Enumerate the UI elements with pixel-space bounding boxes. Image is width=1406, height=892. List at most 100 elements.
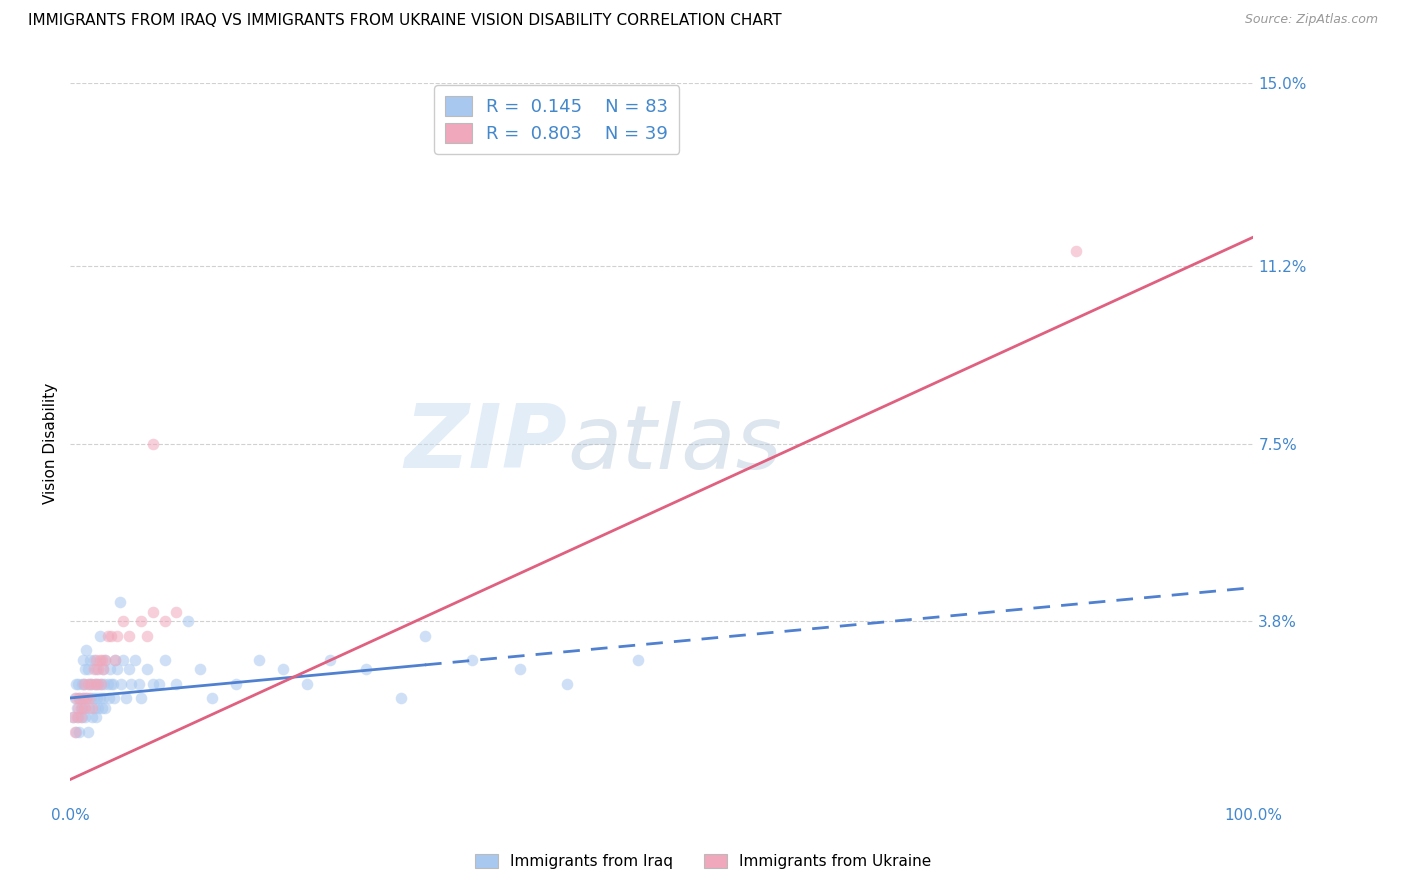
Point xyxy=(63,724,86,739)
Point xyxy=(73,700,96,714)
Point xyxy=(124,652,146,666)
Point xyxy=(86,676,108,690)
Point xyxy=(108,595,131,609)
Point xyxy=(72,691,94,706)
Point xyxy=(114,691,136,706)
Legend: Immigrants from Iraq, Immigrants from Ukraine: Immigrants from Iraq, Immigrants from Uk… xyxy=(468,848,938,875)
Point xyxy=(69,710,91,724)
Point xyxy=(91,691,114,706)
Point xyxy=(75,710,97,724)
Point xyxy=(100,676,122,690)
Point xyxy=(84,662,107,676)
Point xyxy=(77,700,100,714)
Point xyxy=(67,691,90,706)
Point xyxy=(247,652,270,666)
Point xyxy=(90,676,112,690)
Point xyxy=(94,700,117,714)
Point xyxy=(66,710,89,724)
Point xyxy=(89,691,111,706)
Point xyxy=(90,700,112,714)
Point xyxy=(225,676,247,690)
Point xyxy=(62,710,84,724)
Point xyxy=(65,676,87,690)
Point xyxy=(104,652,127,666)
Point xyxy=(67,691,90,706)
Point xyxy=(72,652,94,666)
Point xyxy=(165,605,187,619)
Point xyxy=(90,676,112,690)
Point xyxy=(84,652,107,666)
Point xyxy=(76,662,98,676)
Point xyxy=(98,691,121,706)
Point xyxy=(118,629,141,643)
Point xyxy=(83,700,105,714)
Point xyxy=(83,676,105,690)
Point xyxy=(70,700,93,714)
Point xyxy=(67,710,90,724)
Point xyxy=(86,691,108,706)
Point xyxy=(121,676,143,690)
Point xyxy=(80,691,103,706)
Point xyxy=(1064,244,1087,259)
Point xyxy=(142,676,165,690)
Point xyxy=(83,676,105,690)
Point xyxy=(105,629,128,643)
Point xyxy=(271,662,294,676)
Point xyxy=(82,710,104,724)
Point xyxy=(555,676,578,690)
Point xyxy=(319,652,342,666)
Point xyxy=(94,652,117,666)
Point xyxy=(89,652,111,666)
Point xyxy=(135,662,157,676)
Point xyxy=(90,652,112,666)
Point xyxy=(295,676,318,690)
Point xyxy=(87,700,110,714)
Point xyxy=(135,629,157,643)
Point xyxy=(142,436,165,450)
Point xyxy=(79,652,101,666)
Point xyxy=(91,662,114,676)
Point xyxy=(101,676,124,690)
Text: atlas: atlas xyxy=(567,401,782,486)
Point xyxy=(97,676,120,690)
Point xyxy=(76,643,98,657)
Point xyxy=(65,691,87,706)
Point xyxy=(70,676,93,690)
Y-axis label: Vision Disability: Vision Disability xyxy=(44,383,58,504)
Point xyxy=(89,629,111,643)
Point xyxy=(177,614,200,628)
Point xyxy=(97,629,120,643)
Point xyxy=(83,652,105,666)
Point xyxy=(142,605,165,619)
Point xyxy=(461,652,484,666)
Point xyxy=(110,676,132,690)
Point xyxy=(76,691,98,706)
Point xyxy=(148,676,170,690)
Point xyxy=(98,662,121,676)
Point xyxy=(104,652,127,666)
Point xyxy=(129,691,152,706)
Point xyxy=(94,652,117,666)
Point xyxy=(80,676,103,690)
Point xyxy=(153,652,176,666)
Point xyxy=(413,629,436,643)
Point xyxy=(73,676,96,690)
Point xyxy=(67,724,90,739)
Point xyxy=(83,662,105,676)
Point xyxy=(84,710,107,724)
Text: IMMIGRANTS FROM IRAQ VS IMMIGRANTS FROM UKRAINE VISION DISABILITY CORRELATION CH: IMMIGRANTS FROM IRAQ VS IMMIGRANTS FROM … xyxy=(28,13,782,29)
Point xyxy=(67,700,90,714)
Point xyxy=(93,676,115,690)
Legend: R =  0.145    N = 83, R =  0.803    N = 39: R = 0.145 N = 83, R = 0.803 N = 39 xyxy=(434,86,679,154)
Point xyxy=(153,614,176,628)
Point xyxy=(76,676,98,690)
Point xyxy=(129,614,152,628)
Point xyxy=(87,662,110,676)
Point xyxy=(66,700,89,714)
Point xyxy=(77,691,100,706)
Point xyxy=(201,691,224,706)
Point xyxy=(69,700,91,714)
Point xyxy=(627,652,650,666)
Point xyxy=(75,662,97,676)
Text: Source: ZipAtlas.com: Source: ZipAtlas.com xyxy=(1244,13,1378,27)
